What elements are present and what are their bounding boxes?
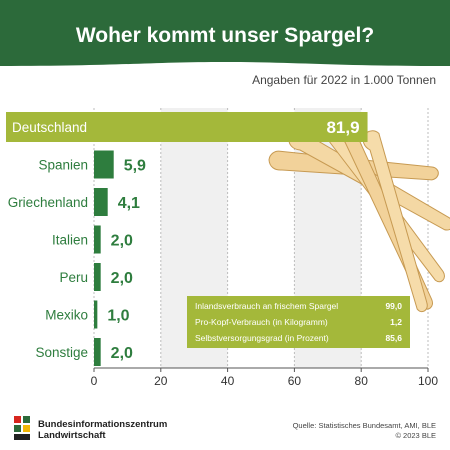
- x-tick-label: 60: [288, 374, 302, 388]
- page-title: Woher kommt unser Spargel?: [75, 24, 375, 47]
- x-tick-label: 0: [91, 374, 98, 388]
- value-label: 2,0: [111, 270, 133, 287]
- value-label: 1,0: [107, 308, 129, 325]
- info-label: Pro-Kopf-Verbrauch (in Kilogramm): [195, 317, 328, 327]
- category-label: Spanien: [38, 158, 88, 173]
- info-value: 85,6: [385, 333, 402, 343]
- bar-griechenland: [94, 188, 108, 216]
- value-label: 4,1: [118, 195, 140, 212]
- category-label: Italien: [52, 233, 88, 248]
- organization-line-2: Landwirtschaft: [38, 430, 106, 441]
- category-label: Deutschland: [12, 120, 87, 135]
- header-banner: [0, 0, 450, 66]
- bars-layer: Deutschland 81,9 Spanien 5,9 Griechenland 4,1…: [6, 112, 368, 366]
- info-row-self-sufficiency: Selbstversorgungsgrad (in Prozent) 85,6: [195, 333, 402, 345]
- x-tick-label: 100: [418, 374, 438, 388]
- value-label: 5,9: [124, 158, 146, 175]
- category-label: Peru: [59, 270, 88, 285]
- consumption-infobox: Inlandsverbrauch an frischem Spargel 99,…: [187, 296, 410, 348]
- bar-sonstige: [94, 338, 101, 366]
- source-line-1: Quelle: Statistisches Bundesamt, AMI, BL…: [292, 421, 436, 430]
- organization-line-1: Bundesinformationszentrum: [38, 419, 168, 430]
- value-label: 2,0: [111, 233, 133, 250]
- info-row-per-capita: Pro-Kopf-Verbrauch (in Kilogramm) 1,2: [195, 317, 402, 329]
- category-label: Mexiko: [45, 308, 88, 323]
- x-tick-label: 40: [221, 374, 235, 388]
- bar-peru: [94, 263, 101, 291]
- info-label: Selbstversorgungsgrad (in Prozent): [195, 333, 329, 343]
- category-label: Sonstige: [35, 345, 88, 360]
- ble-logo-icon: [12, 414, 32, 442]
- value-label: 81,9: [326, 118, 359, 137]
- info-label: Inlandsverbrauch an frischem Spargel: [195, 301, 339, 311]
- category-label: Griechenland: [8, 195, 88, 210]
- bar-spanien: [94, 150, 114, 179]
- info-value: 99,0: [385, 301, 402, 311]
- value-label: 2,0: [111, 345, 133, 362]
- info-value: 1,2: [390, 317, 402, 327]
- x-axis: 0 20 40 60 80 100: [91, 367, 438, 388]
- x-tick-label: 80: [355, 374, 369, 388]
- source-note: Quelle: Statistisches Bundesamt, AMI, BL…: [293, 421, 436, 441]
- asparagus-illustration: [268, 112, 450, 313]
- source-line-2: © 2023 BLE: [395, 431, 436, 440]
- highlight-band: [6, 112, 368, 142]
- bar-chart: Deutschland 81,9 Spanien 5,9 Griechenland 4,1…: [6, 108, 450, 388]
- chart-subtitle: Angaben für 2022 in 1.000 Tonnen: [252, 73, 436, 87]
- info-row-domestic-consumption: Inlandsverbrauch an frischem Spargel 99,…: [195, 301, 402, 313]
- x-tick-label: 20: [154, 374, 168, 388]
- bar-italien: [94, 225, 101, 254]
- bar-mexiko: [94, 300, 98, 329]
- organization-name: Bundesinformationszentrum Landwirtschaft: [38, 419, 167, 441]
